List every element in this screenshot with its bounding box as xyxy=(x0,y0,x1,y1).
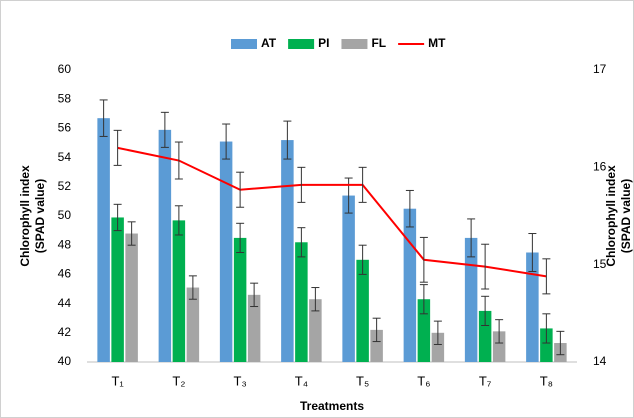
y2-axis-label: Chlorophyll index xyxy=(604,165,618,267)
error-bar xyxy=(467,218,476,258)
error-bar xyxy=(481,243,490,290)
error-bar xyxy=(495,319,504,344)
x-axis-label: Treatments xyxy=(300,399,364,413)
y-tick-label: 46 xyxy=(58,267,72,281)
legend-swatch xyxy=(341,39,368,49)
error-bar xyxy=(127,221,136,246)
y2-tick-label: 16 xyxy=(593,160,607,174)
x-tick-label: T₈ xyxy=(540,373,553,388)
y-tick-label: 48 xyxy=(58,237,72,251)
y-tick-label: 60 xyxy=(58,62,72,76)
error-bar xyxy=(358,166,367,203)
bar xyxy=(247,294,261,362)
bar xyxy=(540,328,553,362)
error-bar xyxy=(481,295,490,326)
bar xyxy=(417,299,431,362)
error-bar xyxy=(283,120,292,160)
legend-label: FL xyxy=(371,36,386,50)
bar xyxy=(342,195,355,362)
error-bar xyxy=(311,287,320,312)
error-bar xyxy=(542,313,551,344)
error-bar xyxy=(188,275,197,300)
error-bar xyxy=(419,284,428,315)
error-bar xyxy=(236,222,245,253)
bar xyxy=(431,332,445,362)
x-tick-label: T₇ xyxy=(479,373,492,388)
y-tick-label: 54 xyxy=(58,150,72,164)
error-bar xyxy=(372,317,381,343)
error-bar xyxy=(528,233,537,272)
y-axis-label: (SPAD value) xyxy=(33,179,47,253)
bar xyxy=(172,220,186,362)
y-tick-label: 42 xyxy=(58,325,72,339)
legend-label: MT xyxy=(428,36,446,50)
error-bar xyxy=(297,227,306,258)
error-bar xyxy=(174,205,183,236)
error-bar xyxy=(542,258,551,295)
y-tick-label: 58 xyxy=(58,91,72,105)
legend-swatch xyxy=(231,39,257,49)
y2-tick-label: 17 xyxy=(593,62,607,76)
x-tick-label: T₅ xyxy=(356,373,369,388)
bar xyxy=(111,217,124,362)
bar xyxy=(158,129,172,362)
bar xyxy=(478,310,492,362)
y-tick-label: 52 xyxy=(58,179,72,193)
y2-tick-label: 15 xyxy=(593,257,607,271)
error-bar xyxy=(419,236,428,283)
x-tick-label: T₂ xyxy=(172,373,185,388)
error-bar xyxy=(297,166,306,203)
error-bar xyxy=(113,203,122,232)
y-tick-label: 56 xyxy=(58,121,72,135)
bar xyxy=(464,237,478,362)
y-tick-label: 50 xyxy=(58,208,72,222)
bar xyxy=(370,329,383,362)
y-tick-label: 40 xyxy=(58,354,72,368)
bar xyxy=(97,118,110,363)
error-bar xyxy=(358,244,367,275)
bar xyxy=(492,331,506,362)
bar xyxy=(233,237,247,362)
y2-tick-label: 14 xyxy=(593,354,607,368)
y2-axis-label: (SPAD value) xyxy=(619,179,633,253)
bar xyxy=(526,252,539,362)
legend-label: PI xyxy=(318,36,329,50)
error-bar xyxy=(250,282,259,308)
error-bar xyxy=(222,123,231,160)
x-tick-label: T₃ xyxy=(234,373,247,388)
error-bar xyxy=(236,171,245,208)
y-axis-label: Chlorophyll index xyxy=(18,165,32,267)
error-bar xyxy=(405,189,414,228)
legend-label: AT xyxy=(261,36,277,50)
error-bar xyxy=(99,99,108,137)
y-tick-label: 44 xyxy=(58,296,72,310)
bar xyxy=(125,233,138,362)
error-bar xyxy=(160,111,169,148)
line xyxy=(117,146,547,278)
error-bar xyxy=(433,320,442,345)
bar xyxy=(186,287,200,362)
x-tick-label: T₆ xyxy=(417,373,430,388)
legend: AT PI FL MT xyxy=(231,36,446,50)
bar xyxy=(356,259,369,362)
bar xyxy=(219,141,233,362)
bar xyxy=(281,140,294,362)
error-bar xyxy=(556,330,565,356)
bar xyxy=(403,208,417,362)
bar xyxy=(295,242,308,362)
error-bar xyxy=(113,129,122,166)
legend-swatch xyxy=(288,39,315,49)
x-tick-label: T₄ xyxy=(295,373,308,388)
x-tick-label: T₁ xyxy=(111,373,124,388)
bar xyxy=(309,299,322,362)
error-bar xyxy=(174,141,183,180)
